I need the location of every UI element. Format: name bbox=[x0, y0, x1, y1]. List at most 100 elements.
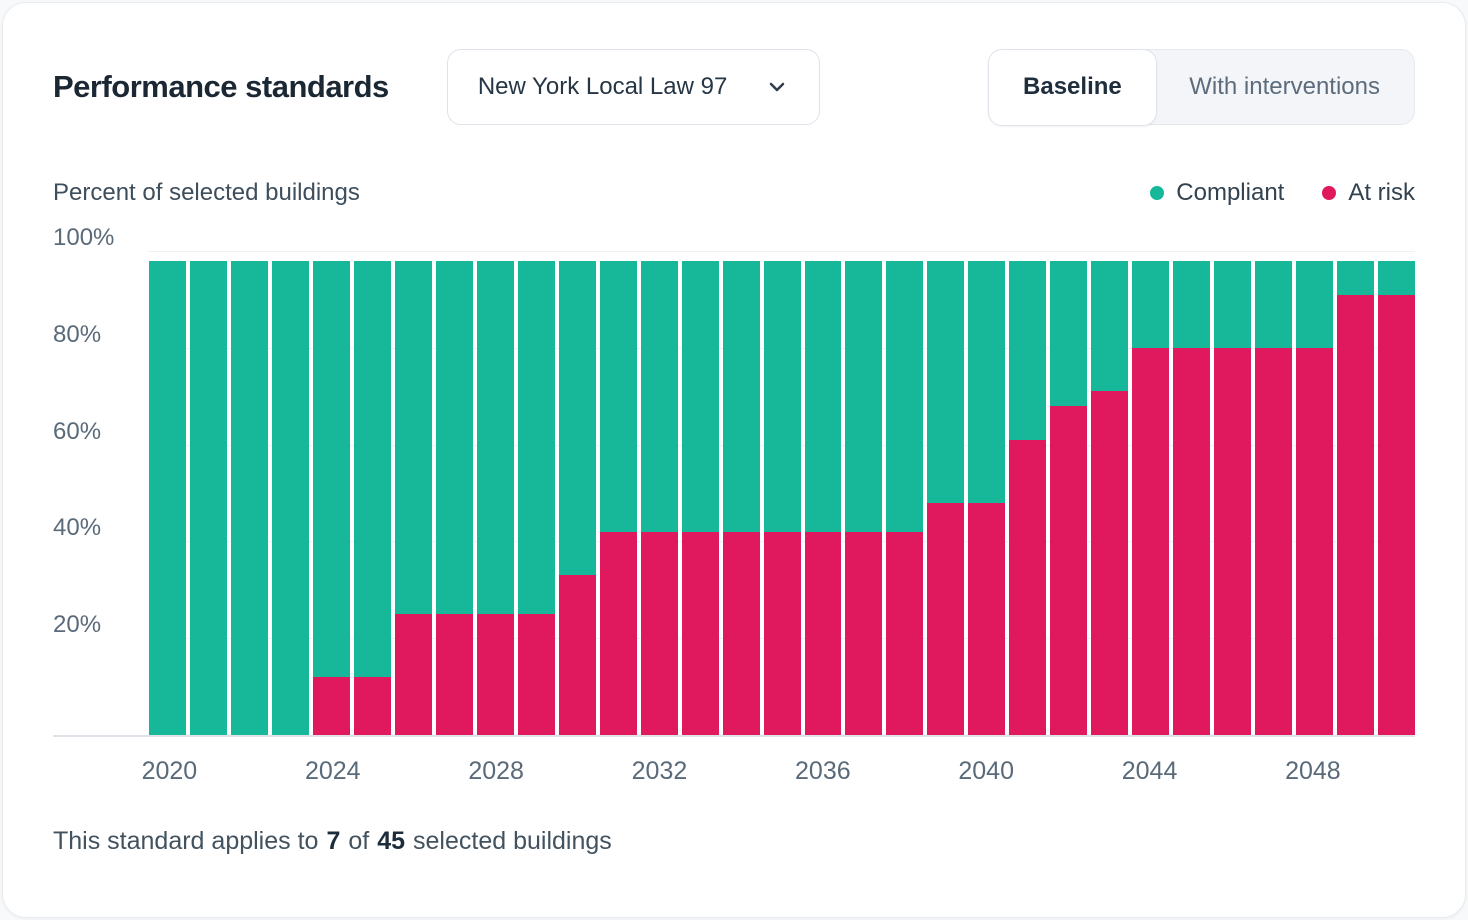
bar-2025[interactable] bbox=[353, 251, 391, 735]
compliant-segment bbox=[1009, 260, 1047, 440]
selection-note: This standard applies to 7 of 45 selecte… bbox=[53, 827, 1415, 856]
y-tick-label: 60% bbox=[53, 417, 102, 445]
x-tick-label: 2044 bbox=[1121, 757, 1178, 785]
bar-2042[interactable] bbox=[1050, 251, 1088, 735]
bar-2037[interactable] bbox=[845, 251, 883, 735]
at-risk-segment bbox=[804, 531, 842, 735]
compliant-segment bbox=[681, 260, 719, 532]
compliant-segment bbox=[1296, 260, 1334, 348]
compliant-segment bbox=[149, 260, 186, 735]
at-risk-segment bbox=[476, 614, 514, 735]
compliant-segment bbox=[517, 260, 555, 614]
note-count: 7 bbox=[326, 827, 341, 855]
at-risk-segment bbox=[1214, 347, 1252, 735]
at-risk-segment bbox=[1132, 347, 1170, 735]
bar-2047[interactable] bbox=[1255, 251, 1293, 735]
bar-2022[interactable] bbox=[230, 251, 268, 735]
at-risk-segment bbox=[763, 531, 801, 735]
y-tick-label: 100% bbox=[53, 224, 115, 251]
bar-2038[interactable] bbox=[886, 251, 924, 735]
compliant-segment bbox=[968, 260, 1006, 503]
at-risk-segment bbox=[394, 614, 432, 735]
bar-2035[interactable] bbox=[763, 251, 801, 735]
bar-2039[interactable] bbox=[927, 251, 965, 735]
at-risk-segment bbox=[1009, 439, 1047, 735]
bar-2023[interactable] bbox=[271, 251, 309, 735]
standard-dropdown[interactable]: New York Local Law 97 bbox=[446, 49, 821, 125]
chart-legend: Compliant At risk bbox=[1150, 179, 1415, 207]
compliant-segment bbox=[271, 260, 309, 735]
x-tick-label: 2020 bbox=[141, 757, 198, 785]
compliant-segment bbox=[230, 260, 268, 735]
bar-2032[interactable] bbox=[640, 251, 678, 735]
compliant-segment bbox=[1378, 260, 1416, 295]
at-risk-segment bbox=[1091, 391, 1129, 735]
at-risk-segment bbox=[886, 531, 924, 735]
at-risk-segment bbox=[1050, 405, 1088, 735]
compliant-segment bbox=[927, 260, 965, 503]
x-tick-label: 2036 bbox=[795, 757, 851, 785]
bar-2049[interactable] bbox=[1337, 251, 1375, 735]
compliant-segment bbox=[1091, 260, 1129, 392]
y-tick-label: 40% bbox=[53, 514, 102, 542]
toggle-option-baseline[interactable]: Baseline bbox=[988, 48, 1157, 126]
chart-subtitle: Percent of selected buildings bbox=[53, 179, 360, 206]
x-tick-label: 2032 bbox=[631, 757, 688, 785]
at-risk-dot-icon bbox=[1322, 186, 1337, 200]
at-risk-segment bbox=[845, 531, 883, 735]
bar-2026[interactable] bbox=[394, 251, 432, 735]
gridline bbox=[149, 251, 1415, 252]
bar-2044[interactable] bbox=[1132, 251, 1170, 735]
compliant-segment bbox=[1214, 260, 1252, 348]
bar-2041[interactable] bbox=[1009, 251, 1047, 735]
at-risk-segment bbox=[927, 502, 965, 735]
legend-label-at-risk: At risk bbox=[1348, 179, 1415, 206]
bars bbox=[149, 251, 1416, 735]
legend-item-compliant: Compliant bbox=[1150, 179, 1284, 207]
bar-2029[interactable] bbox=[517, 251, 555, 735]
note-conjunction: of bbox=[348, 827, 370, 855]
at-risk-segment bbox=[353, 676, 391, 735]
bar-2040[interactable] bbox=[968, 251, 1006, 735]
compliant-segment bbox=[845, 260, 883, 532]
bar-2036[interactable] bbox=[804, 251, 842, 735]
toggle-option-with-interventions[interactable]: With interventions bbox=[1155, 50, 1414, 124]
compliant-segment bbox=[804, 260, 842, 532]
bar-2045[interactable] bbox=[1173, 251, 1211, 735]
at-risk-segment bbox=[681, 531, 719, 735]
bar-2030[interactable] bbox=[558, 251, 596, 735]
at-risk-segment bbox=[1378, 294, 1416, 735]
bar-2020[interactable] bbox=[149, 251, 186, 735]
at-risk-segment bbox=[1337, 294, 1375, 735]
bar-2050[interactable] bbox=[1378, 251, 1416, 735]
compliant-segment bbox=[189, 260, 227, 735]
compliant-segment bbox=[1050, 260, 1088, 406]
compliant-segment bbox=[1337, 260, 1375, 295]
compliant-segment bbox=[763, 260, 801, 532]
bar-2033[interactable] bbox=[681, 251, 719, 735]
at-risk-segment bbox=[722, 531, 760, 735]
bar-2048[interactable] bbox=[1296, 251, 1334, 735]
compliant-segment bbox=[640, 260, 678, 532]
standard-dropdown-value: New York Local Law 97 bbox=[477, 73, 728, 100]
stacked-bar-chart: 20% 40% 60% 80% 100% 2020 2024 2028 2032 2036 204… bbox=[53, 225, 1416, 799]
bar-2024[interactable] bbox=[312, 251, 350, 735]
note-suffix: selected buildings bbox=[413, 827, 612, 855]
at-risk-segment bbox=[640, 531, 678, 735]
x-tick-label: 2048 bbox=[1285, 757, 1341, 785]
y-tick-label: 80% bbox=[53, 320, 102, 348]
bar-2034[interactable] bbox=[722, 251, 760, 735]
compliant-dot-icon bbox=[1150, 186, 1165, 200]
x-tick-label: 2024 bbox=[304, 757, 361, 785]
bar-2031[interactable] bbox=[599, 251, 637, 735]
bar-2021[interactable] bbox=[189, 251, 227, 735]
bar-2046[interactable] bbox=[1214, 251, 1252, 735]
bar-2028[interactable] bbox=[476, 251, 514, 735]
at-risk-segment bbox=[435, 614, 473, 735]
compliant-segment bbox=[558, 260, 596, 576]
note-prefix: This standard applies to bbox=[53, 827, 319, 855]
bar-2043[interactable] bbox=[1091, 251, 1129, 735]
bar-2027[interactable] bbox=[435, 251, 473, 735]
legend-item-at-risk: At risk bbox=[1322, 179, 1415, 207]
